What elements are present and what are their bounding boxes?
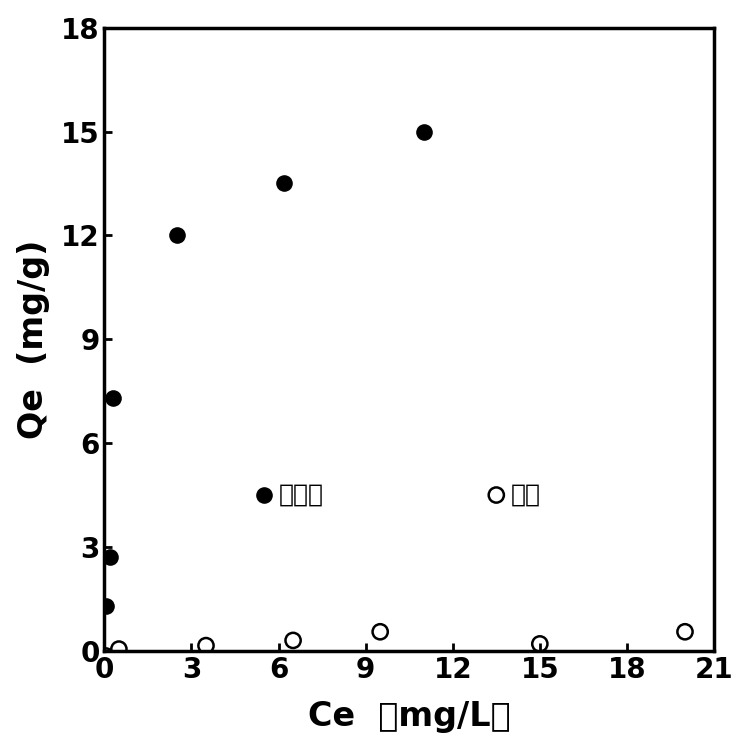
- Point: [418, 125, 430, 137]
- Point: [100, 650, 112, 662]
- Point: [171, 230, 183, 242]
- Point: [107, 392, 119, 404]
- Y-axis label: Qe  (mg/g): Qe (mg/g): [16, 239, 50, 439]
- X-axis label: Ce  （mg/L）: Ce （mg/L）: [308, 700, 511, 734]
- Point: [534, 638, 546, 650]
- Text: 未锻烧: 未锻烧: [278, 483, 323, 507]
- Point: [100, 600, 112, 612]
- Point: [679, 626, 691, 638]
- Point: [104, 551, 116, 563]
- Text: 锻烧: 锻烧: [511, 483, 541, 507]
- Point: [490, 489, 502, 501]
- Point: [113, 643, 125, 655]
- Point: [278, 178, 290, 190]
- Point: [287, 634, 299, 646]
- Point: [200, 640, 212, 652]
- Point: [258, 489, 270, 501]
- Point: [374, 626, 386, 638]
